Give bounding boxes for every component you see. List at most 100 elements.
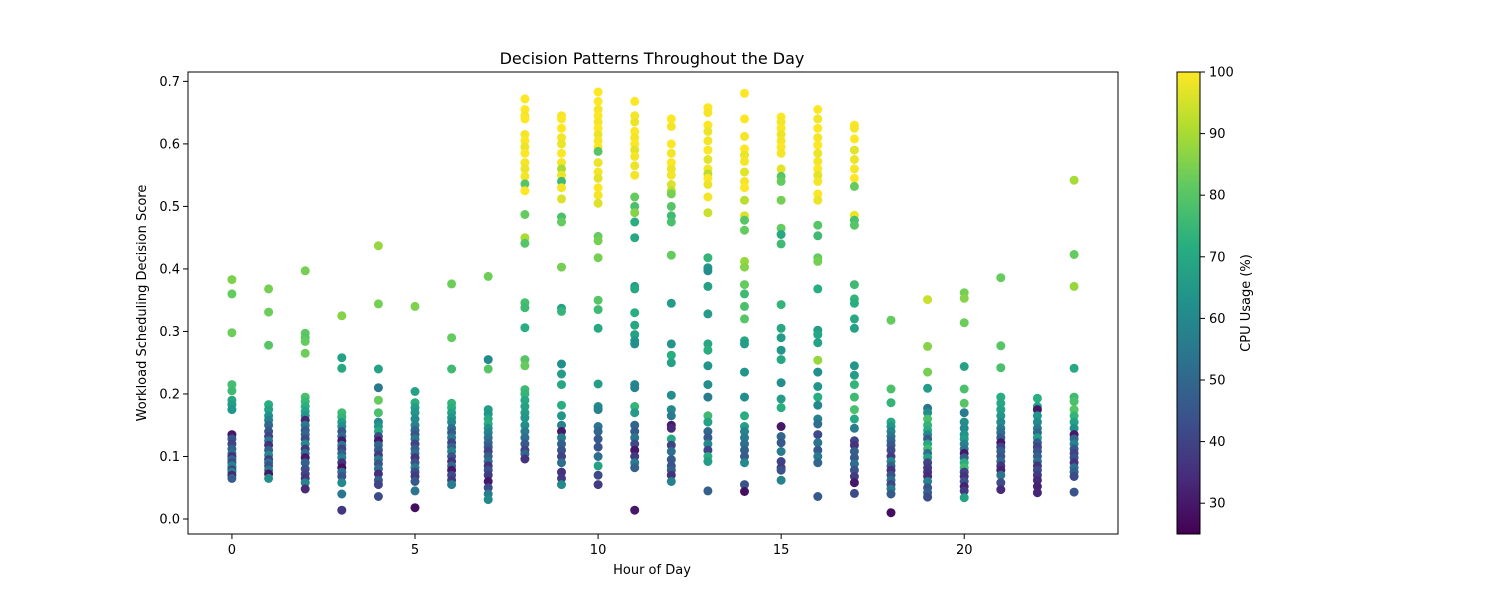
scatter-point <box>813 176 823 186</box>
scatter-point <box>666 455 676 465</box>
scatter-point <box>996 363 1006 373</box>
scatter-point <box>593 136 603 146</box>
scatter-point <box>886 508 896 518</box>
scatter-point <box>630 151 640 161</box>
scatter-point <box>959 486 969 496</box>
scatter-point <box>520 148 530 158</box>
colorbar-tick-label: 100 <box>1209 66 1234 81</box>
scatter-point <box>373 364 383 374</box>
scatter-point <box>520 355 530 365</box>
scatter-point <box>849 145 859 155</box>
scatter-point <box>666 180 676 189</box>
scatter-point <box>300 458 310 468</box>
scatter-point <box>776 300 786 310</box>
scatter-point <box>630 117 640 127</box>
scatter-point <box>447 364 457 374</box>
scatter-point <box>703 427 713 436</box>
scatter-point <box>300 266 310 276</box>
scatter-point <box>593 130 603 139</box>
scatter-point <box>776 323 786 333</box>
scatter-point <box>630 339 640 349</box>
scatter-point <box>849 134 859 144</box>
scatter-point <box>740 427 749 436</box>
colorbar <box>1177 72 1200 534</box>
scatter-point <box>740 487 749 496</box>
scatter-point <box>1032 417 1042 427</box>
scatter-point <box>520 389 530 399</box>
scatter-point <box>557 420 566 430</box>
scatter-point <box>593 105 603 114</box>
scatter-point <box>740 114 749 124</box>
scatter-point <box>520 402 530 411</box>
scatter-point <box>959 293 969 303</box>
scatter-point <box>813 400 823 410</box>
scatter-point <box>1069 250 1079 259</box>
colorbar-tick-label: 50 <box>1209 374 1226 389</box>
scatter-point <box>703 380 713 390</box>
scatter-point <box>849 298 859 308</box>
scatter-point <box>740 301 749 311</box>
scatter-point <box>886 315 896 325</box>
scatter-point <box>849 173 859 183</box>
scatter-point <box>593 190 603 200</box>
scatter-point <box>593 87 603 97</box>
scatter-point <box>776 117 786 127</box>
scatter-point <box>1069 411 1079 421</box>
scatter-point <box>740 433 749 443</box>
scatter-point <box>849 488 859 498</box>
scatter-point <box>630 408 640 418</box>
scatter-point <box>1069 363 1079 373</box>
scatter-point <box>593 405 603 415</box>
scatter-point <box>630 111 640 121</box>
scatter-point <box>227 328 237 338</box>
scatter-point <box>630 217 640 227</box>
scatter-point <box>666 121 676 131</box>
scatter-point <box>337 472 347 481</box>
scatter-point <box>630 284 640 294</box>
scatter-point <box>1032 411 1042 421</box>
scatter-point <box>593 379 603 389</box>
scatter-point <box>776 130 786 139</box>
scatter-point <box>813 189 823 199</box>
scatter-point <box>740 280 749 290</box>
scatter-point <box>849 220 859 230</box>
scatter-point <box>703 339 713 349</box>
scatter-point <box>593 480 603 490</box>
scatter-point <box>703 253 713 263</box>
scatter-point <box>703 417 713 427</box>
scatter-point <box>996 405 1006 415</box>
scatter-point <box>776 378 786 388</box>
y-tick-label: 0.0 <box>159 512 180 527</box>
scatter-point <box>557 359 566 369</box>
scatter-point <box>373 241 383 251</box>
scatter-point <box>520 142 530 152</box>
scatter-point <box>520 158 530 168</box>
scatter-point <box>520 130 530 139</box>
scatter-point <box>593 96 603 106</box>
scatter-point <box>813 105 823 114</box>
scatter-point <box>1032 393 1042 403</box>
scatter-point <box>813 231 823 241</box>
scatter-point <box>557 139 566 149</box>
y-tick-label: 0.7 <box>159 75 180 90</box>
scatter-points <box>227 87 1079 518</box>
scatter-point <box>630 439 640 449</box>
scatter-point <box>557 158 566 168</box>
scatter-point <box>483 355 493 365</box>
scatter-point <box>557 148 566 158</box>
scatter-point <box>703 120 713 130</box>
scatter-point <box>813 458 823 468</box>
scatter-point <box>520 94 530 104</box>
scatter-point <box>886 384 896 394</box>
scatter-point <box>520 413 530 423</box>
scatter-point <box>776 432 786 441</box>
scatter-point <box>776 223 786 233</box>
scatter-point <box>703 411 713 421</box>
scatter-point <box>630 320 640 330</box>
scatter-point <box>300 336 310 346</box>
scatter-point <box>666 189 676 199</box>
colorbar-tick-label: 90 <box>1209 127 1226 142</box>
scatter-point <box>337 478 347 488</box>
scatter-point <box>1069 417 1079 427</box>
scatter-point <box>959 417 969 427</box>
